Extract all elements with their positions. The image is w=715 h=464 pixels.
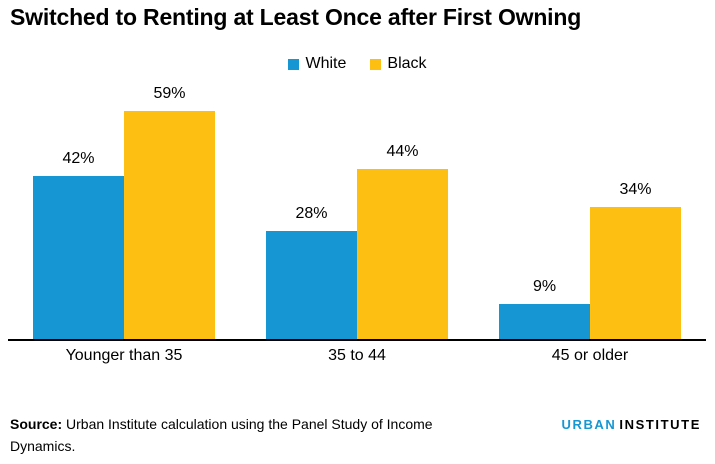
x-axis-label-group2: 35 to 44 (328, 347, 386, 364)
x-axis-label-group1: Younger than 35 (65, 347, 183, 364)
urban-institute-logo: URBAN INSTITUTE (561, 417, 701, 432)
bar-white-group1 (33, 176, 124, 339)
legend-swatch-black (370, 58, 382, 70)
legend-swatch-white (288, 58, 300, 70)
x-axis-label-group3: 45 or older (551, 347, 629, 364)
chart-title: Switched to Renting at Least Once after … (10, 4, 582, 30)
legend-label-black: Black (387, 55, 427, 72)
source-label: Source: (10, 416, 63, 432)
logo-urban-text: URBAN (561, 417, 617, 432)
bar-white-group2 (266, 231, 357, 339)
bar-black-group1 (124, 111, 215, 339)
data-label-black-group1: 59% (153, 85, 186, 102)
data-label-black-group2: 44% (386, 143, 419, 160)
bar-white-group3 (499, 304, 590, 339)
legend-item-white: White (288, 55, 346, 73)
data-label-white-group1: 42% (62, 150, 95, 167)
source-note: Source: Urban Institute calculation usin… (10, 413, 435, 457)
data-label-black-group3: 34% (619, 181, 652, 198)
legend-item-black: Black (370, 55, 427, 73)
legend: White Black (0, 55, 715, 73)
bar-black-group2 (357, 169, 448, 339)
data-label-white-group2: 28% (295, 205, 328, 222)
source-text: Urban Institute calculation using the Pa… (10, 416, 433, 454)
legend-label-white: White (305, 55, 347, 72)
logo-institute-text: INSTITUTE (619, 417, 701, 432)
x-axis-line (8, 339, 706, 341)
data-label-white-group3: 9% (532, 278, 557, 295)
bar-black-group3 (590, 207, 681, 339)
